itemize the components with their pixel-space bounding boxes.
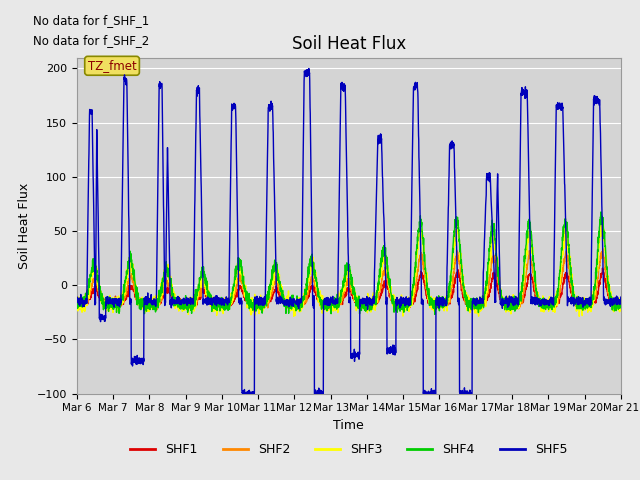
Text: No data for f_SHF_1: No data for f_SHF_1 bbox=[33, 14, 150, 27]
Legend: SHF1, SHF2, SHF3, SHF4, SHF5: SHF1, SHF2, SHF3, SHF4, SHF5 bbox=[125, 438, 572, 461]
Text: No data for f_SHF_2: No data for f_SHF_2 bbox=[33, 34, 150, 47]
Text: TZ_fmet: TZ_fmet bbox=[88, 60, 136, 72]
Y-axis label: Soil Heat Flux: Soil Heat Flux bbox=[18, 182, 31, 269]
Title: Soil Heat Flux: Soil Heat Flux bbox=[292, 35, 406, 53]
X-axis label: Time: Time bbox=[333, 419, 364, 432]
